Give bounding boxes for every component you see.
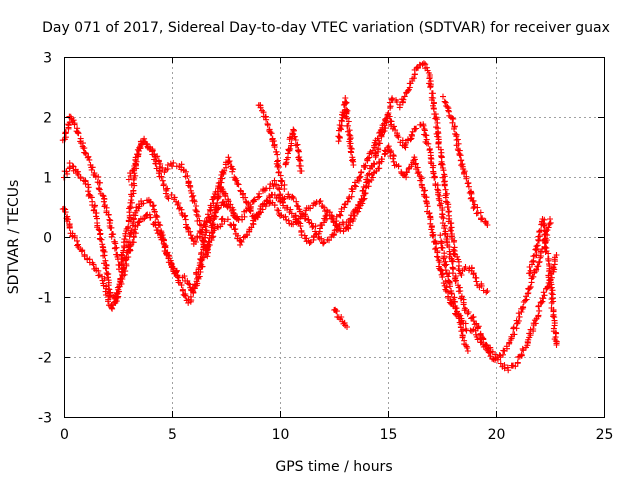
x-tick-label: 15: [380, 427, 398, 443]
series-track-j: [437, 232, 471, 354]
y-tick-label: 1: [43, 171, 52, 187]
y-axis-label: SDTVAR / TECUs: [6, 180, 22, 295]
series-track-e: [255, 102, 288, 192]
y-tick-label: 3: [43, 51, 52, 67]
x-tick-label: 0: [60, 427, 69, 443]
series-track-h: [335, 95, 357, 168]
x-tick-labels: 0 5 10 15 20 25: [60, 427, 613, 443]
series-track-k: [526, 216, 560, 348]
series-track-c: [59, 143, 554, 361]
y-tick-label: -2: [38, 351, 52, 367]
y-tick-label: 2: [43, 111, 52, 127]
series-track-i: [440, 93, 491, 228]
series-track-f: [282, 126, 305, 174]
y-tick-label: -1: [38, 291, 52, 307]
x-tick-label: 20: [488, 427, 506, 443]
x-tick-label: 25: [596, 427, 614, 443]
y-tick-label: 0: [43, 231, 52, 247]
chart-title: Day 071 of 2017, Sidereal Day-to-day VTE…: [42, 20, 610, 36]
x-tick-label: 10: [272, 427, 290, 443]
x-tick-label: 5: [168, 427, 177, 443]
series-track-g: [331, 306, 350, 330]
data-markers: [59, 60, 560, 374]
y-tick-labels: -3 -2 -1 0 1 2 3: [38, 51, 52, 427]
y-tick-label: -3: [38, 411, 52, 427]
series-track-d: [125, 137, 241, 247]
x-axis-label: GPS time / hours: [275, 459, 392, 475]
axis-ticks: [64, 57, 605, 418]
series-track-a: [59, 60, 491, 296]
